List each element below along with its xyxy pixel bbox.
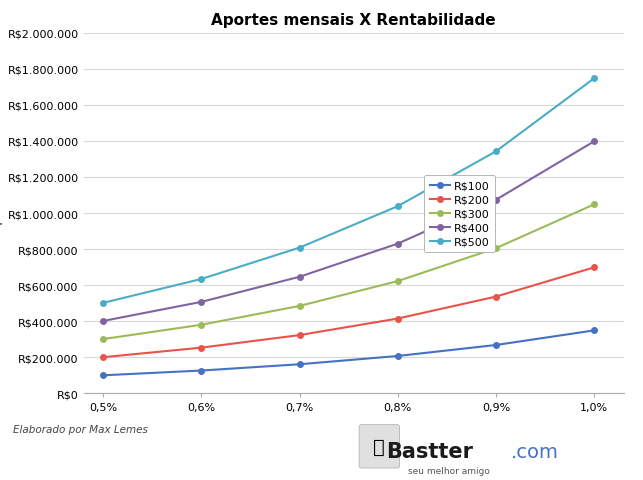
Line: R$500: R$500 (100, 76, 597, 306)
R$100 (590, 328, 598, 334)
Text: .com: .com (511, 442, 559, 461)
R$300 (100, 336, 107, 342)
R$400 (197, 300, 205, 305)
Y-axis label: Montante após 360 meses: Montante após 360 meses (0, 140, 3, 287)
Line: R$400: R$400 (100, 139, 597, 324)
R$300 (492, 246, 500, 252)
R$200 (296, 333, 303, 338)
R$300 (197, 322, 205, 328)
Title: Aportes mensais X Rentabilidade: Aportes mensais X Rentabilidade (212, 13, 496, 28)
R$400 (590, 139, 598, 145)
R$300 (296, 303, 303, 309)
R$200 (590, 265, 598, 271)
R$200 (394, 316, 402, 322)
R$200 (492, 294, 500, 300)
R$200 (100, 355, 107, 360)
R$100 (394, 353, 402, 359)
R$500 (197, 276, 205, 282)
R$400 (492, 197, 500, 203)
R$100 (100, 372, 107, 378)
R$500 (100, 300, 107, 306)
Text: Bastter: Bastter (386, 441, 473, 461)
Line: R$300: R$300 (100, 202, 597, 342)
R$400 (394, 241, 402, 247)
Legend: R$100, R$200, R$300, R$400, R$500: R$100, R$200, R$300, R$400, R$500 (424, 176, 496, 252)
R$300 (394, 278, 402, 284)
R$500 (590, 76, 598, 82)
R$500 (296, 245, 303, 251)
Text: 🐕: 🐕 (374, 437, 385, 456)
Line: R$200: R$200 (100, 265, 597, 360)
Text: Elaborado por Max Lemes: Elaborado por Max Lemes (13, 424, 148, 434)
R$100 (197, 368, 205, 373)
R$500 (394, 204, 402, 210)
Text: seu melhor amigo: seu melhor amigo (408, 466, 490, 475)
Line: R$100: R$100 (100, 328, 597, 378)
FancyBboxPatch shape (359, 425, 400, 468)
R$400 (296, 274, 303, 280)
R$400 (100, 318, 107, 324)
R$100 (296, 361, 303, 367)
R$200 (197, 345, 205, 351)
R$300 (590, 202, 598, 208)
R$100 (492, 342, 500, 348)
R$500 (492, 149, 500, 155)
